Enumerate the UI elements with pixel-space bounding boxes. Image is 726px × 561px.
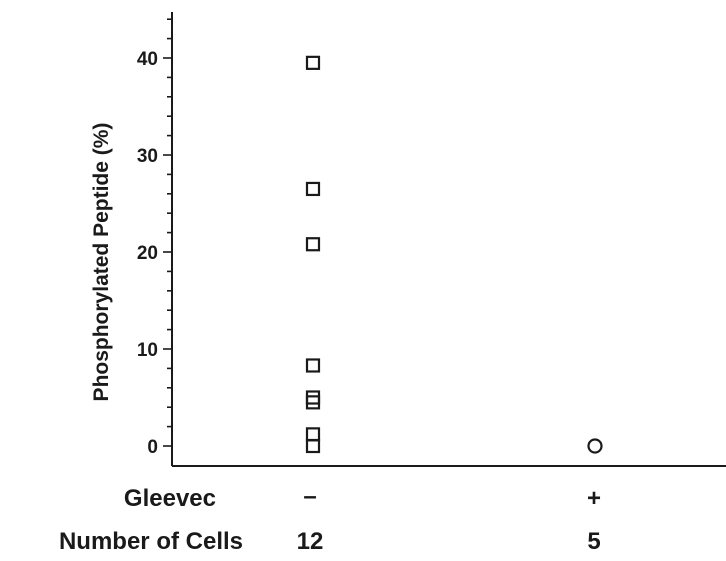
- square-marker: [305, 390, 321, 405]
- square-marker: [305, 237, 321, 252]
- square-marker: [305, 427, 321, 442]
- y-tick-label: 10: [137, 340, 158, 361]
- square-marker: [305, 55, 321, 70]
- square-marker: [305, 395, 321, 410]
- gleevec-row: Gleevec – +: [124, 483, 601, 512]
- y-ticks: 0 10 20 30 40: [137, 18, 172, 458]
- y-tick-label: 40: [137, 49, 158, 70]
- y-tick-label: 0: [147, 437, 158, 458]
- gleevec-minus-label: –: [303, 483, 316, 510]
- square-marker: [305, 358, 321, 373]
- cells-count-plus: 5: [587, 528, 600, 555]
- cells-row-label: Number of Cells: [59, 528, 243, 555]
- y-axis-title: Phosphorylated Peptide (%): [90, 123, 113, 402]
- cells-count-minus: 12: [297, 528, 324, 555]
- square-marker: [305, 181, 321, 197]
- gleevec-plus-label: +: [587, 485, 601, 512]
- y-tick-label: 20: [137, 243, 158, 264]
- y-tick-label: 30: [137, 146, 158, 167]
- data-markers: [305, 55, 603, 454]
- square-marker: [305, 438, 321, 454]
- circle-marker: [587, 438, 603, 454]
- gleevec-row-label: Gleevec: [124, 485, 216, 512]
- cells-row: Number of Cells 12 5: [59, 528, 601, 555]
- y-axis: 0 10 20 30 40: [137, 12, 173, 466]
